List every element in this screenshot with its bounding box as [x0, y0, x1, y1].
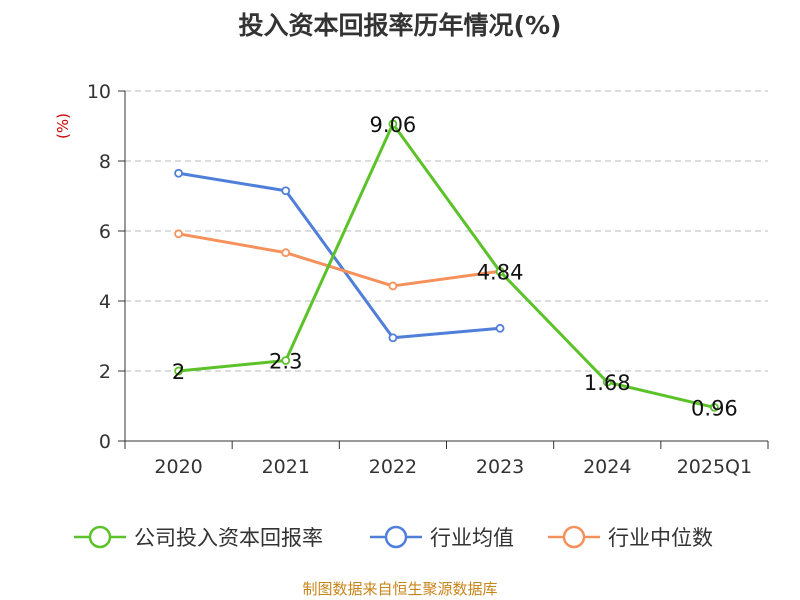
- x-tick-label: 2022: [369, 456, 417, 478]
- series-line: [178, 171, 501, 340]
- data-point: [495, 267, 505, 277]
- series-line: [178, 122, 715, 409]
- data-point: [388, 281, 398, 291]
- x-tick-label: 2025Q1: [677, 456, 752, 478]
- legend-label: 公司投入资本回报率: [134, 526, 323, 550]
- axes: 0 2 4 6 8 10 2020 2021 2022 2023 2024 2025Q1 (%): [54, 81, 769, 478]
- data-point: [174, 366, 183, 376]
- x-tick-label: 2024: [583, 456, 631, 478]
- y-tick-label: 10: [87, 81, 111, 103]
- y-tick-label: 0: [99, 431, 111, 453]
- data-label: 1.68: [584, 371, 631, 395]
- data-point: [710, 402, 719, 412]
- legend: 公司投入资本回报率 行业均值 行业中位数: [74, 525, 713, 550]
- data-label: 0.96: [691, 396, 738, 420]
- chart-title: 投入资本回报率历年情况(%): [238, 11, 562, 40]
- source-note: 制图数据来自恒生聚源数据库: [302, 580, 498, 598]
- data-label: 4.84: [477, 261, 524, 285]
- legend-marker: [384, 525, 408, 549]
- data-point: [281, 248, 291, 258]
- data-point: [388, 333, 398, 343]
- data-point: [281, 356, 291, 365]
- legend-marker: [88, 525, 112, 549]
- x-tick-label: 2020: [154, 456, 202, 478]
- grid-lines: [125, 90, 768, 372]
- data-point: [602, 377, 612, 387]
- y-tick-label: 8: [99, 151, 111, 173]
- data-label: 9.06: [370, 113, 417, 137]
- data-point: [174, 229, 183, 239]
- data-point: [174, 168, 183, 178]
- x-tick-label: 2023: [476, 456, 524, 478]
- y-tick-label: 6: [99, 221, 111, 243]
- y-axis-label: (%): [54, 113, 72, 139]
- y-tick-label: 4: [99, 291, 111, 313]
- legend-label: 行业中位数: [608, 526, 713, 550]
- data-point: [388, 119, 398, 129]
- data-label: 2: [172, 360, 185, 384]
- data-point: [495, 323, 505, 333]
- x-tick-label: 2021: [262, 456, 310, 478]
- data-labels: 2 2.3 9.06 4.84 1.68 0.96: [172, 113, 738, 421]
- series-line: [178, 232, 501, 288]
- legend-label: 行业均值: [430, 526, 514, 550]
- y-tick-label: 2: [99, 361, 111, 383]
- data-point: [281, 186, 291, 196]
- series-layer: [174, 119, 719, 412]
- data-label: 2.3: [269, 350, 302, 374]
- legend-marker: [562, 525, 586, 549]
